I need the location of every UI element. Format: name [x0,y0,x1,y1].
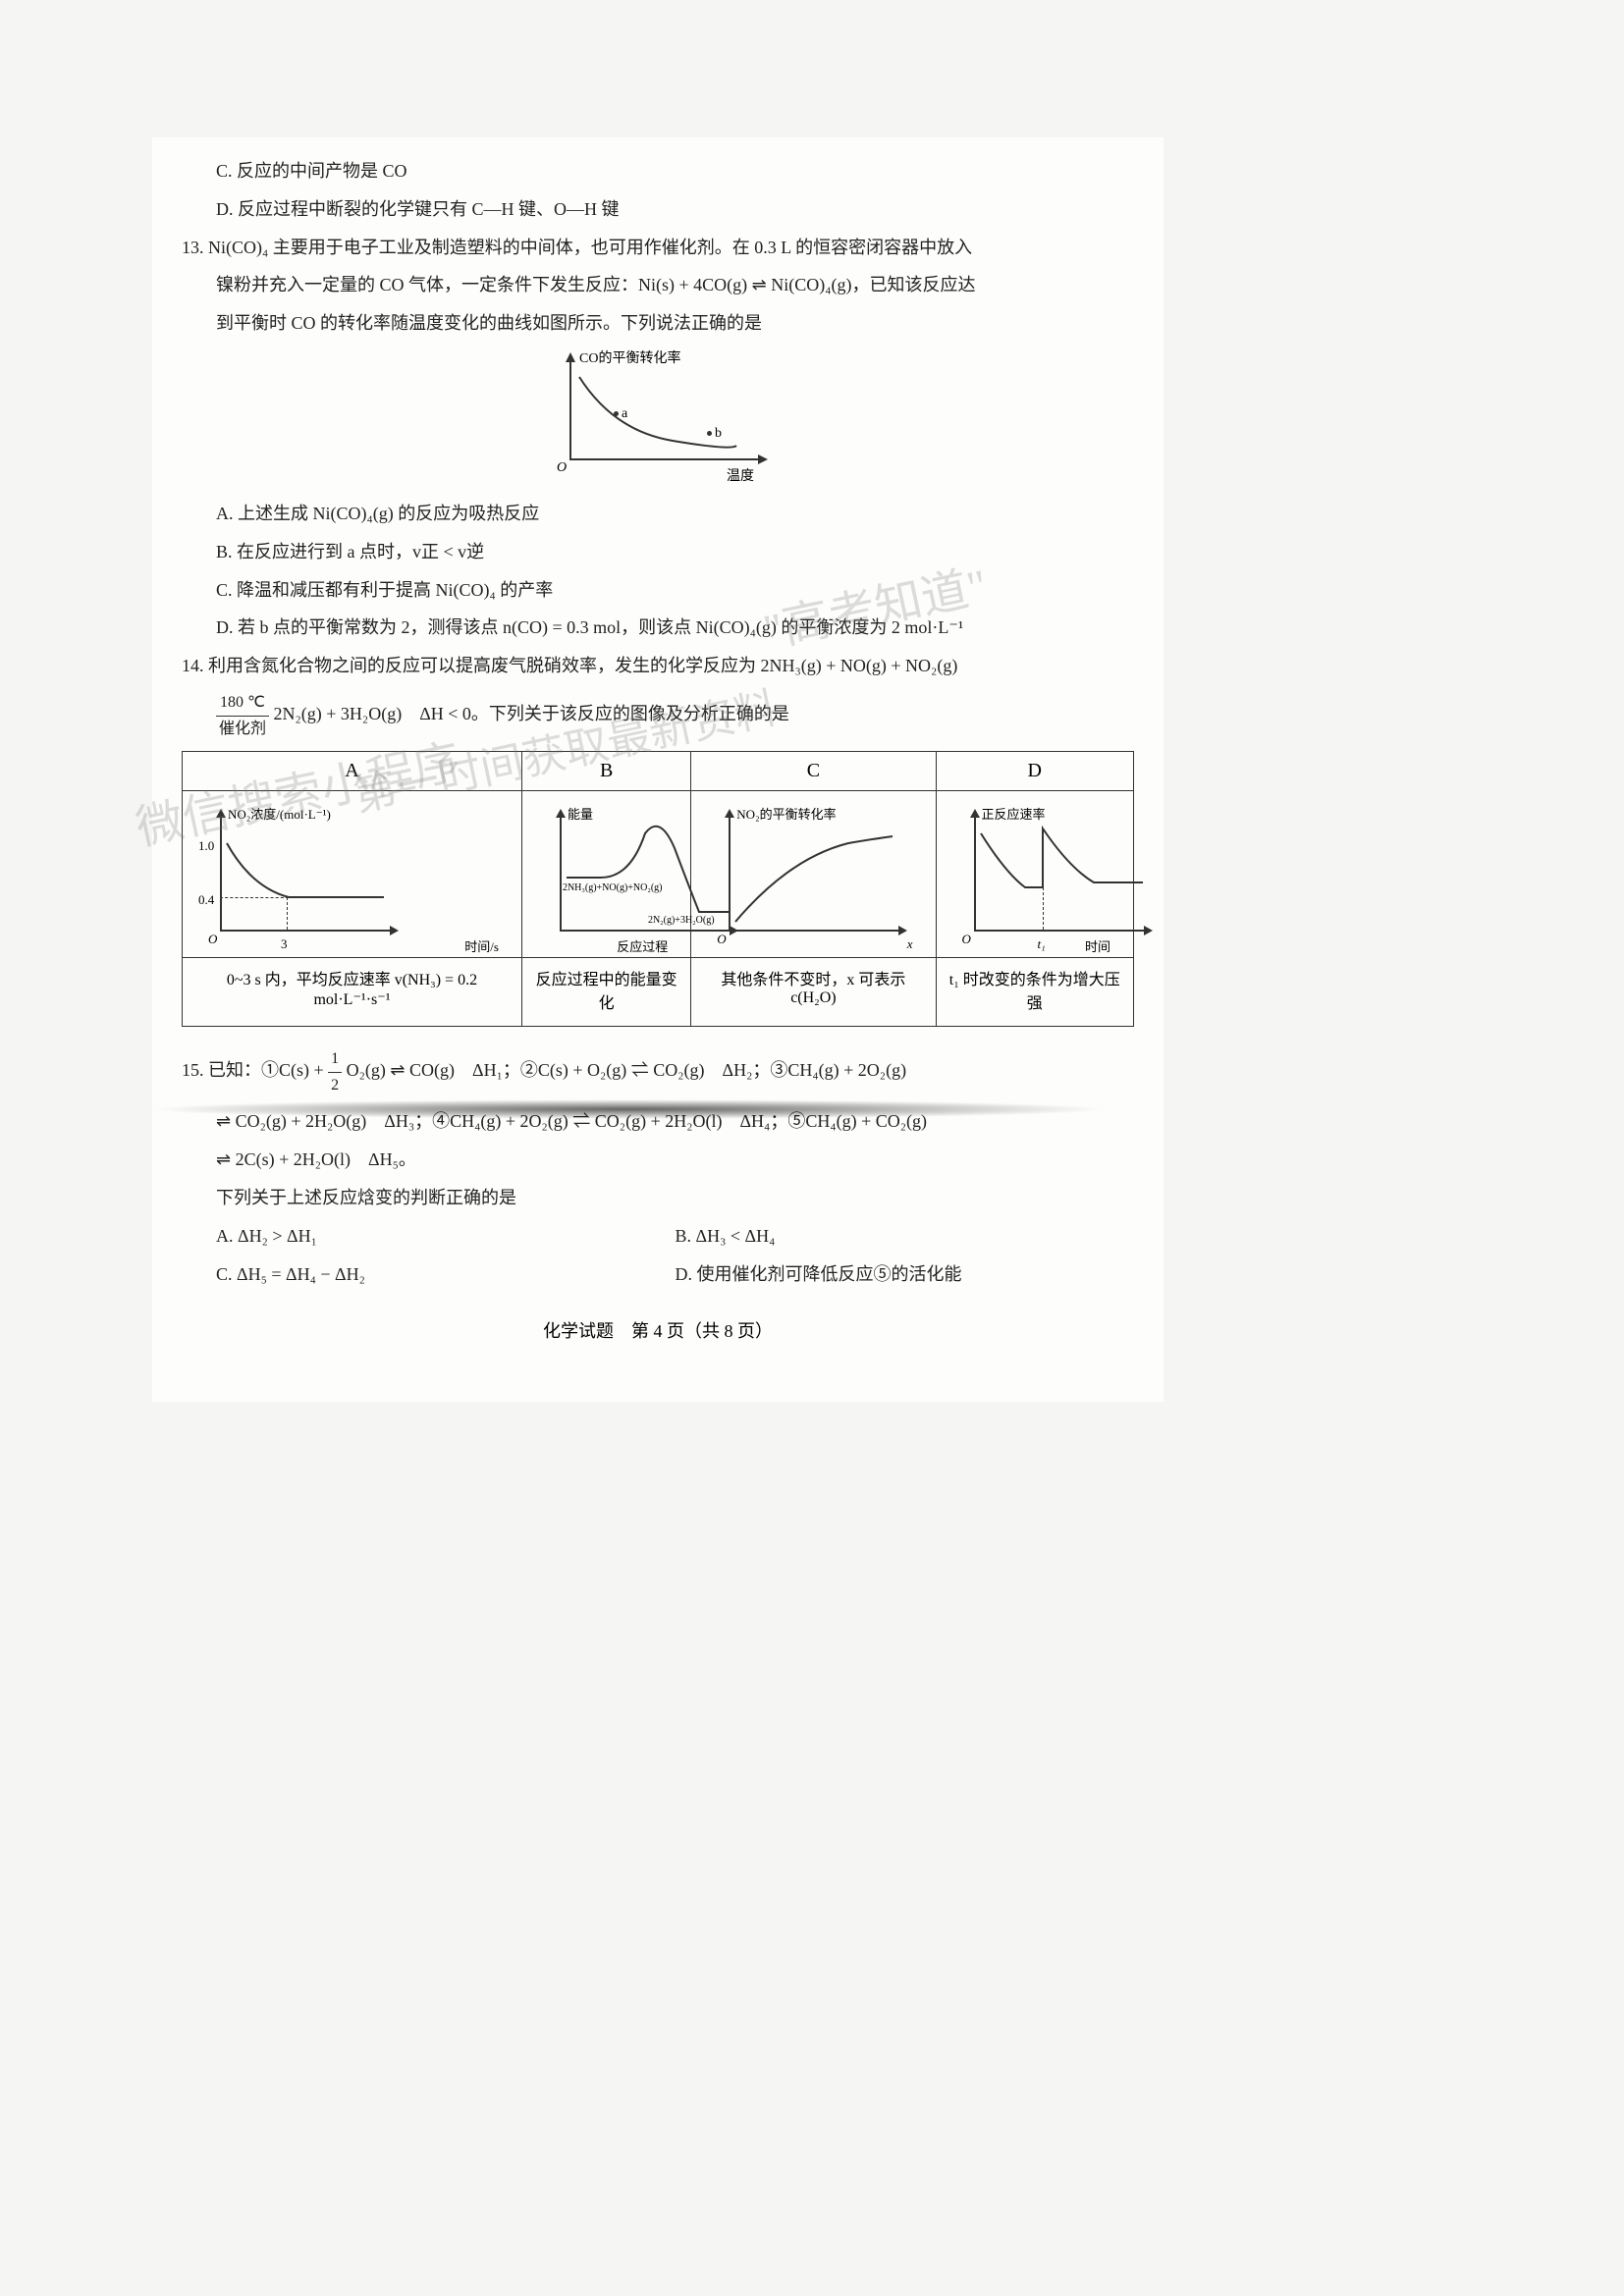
q15-options-row2: C. ΔH₅ = ΔH₄ − ΔH₂ D. 使用催化剂可降低反应⑤的活化能 [182,1260,1134,1289]
q15-question: 下列关于上述反应焓变的判断正确的是 [182,1184,1134,1212]
arrow-right-icon [758,454,768,464]
x-axis [569,458,761,460]
graph-b: 能量 反应过程 2NH₃(g)+NO(g)+NO₂(g) 2N₂(g)+3H₂O… [521,791,690,958]
arrow-up-icon [216,809,226,818]
point-a-label: a [622,406,627,421]
q15-option-a: A. ΔH₂ > ΔH₁ [216,1222,676,1251]
point-b: b [707,426,722,442]
header-c: C [691,752,936,791]
page-shadow [147,1099,1110,1119]
xtick-a: 3 [281,936,288,952]
header-d: D [936,752,1133,791]
header-b: B [521,752,690,791]
xlabel-c: x [907,936,913,952]
cond-bottom: 催化剂 [216,717,269,742]
desc-b: 反应过程中的能量变化 [521,958,690,1027]
text-b1: 2NH₃(g)+NO(g)+NO₂(g) [563,882,663,893]
graph-d: 正反应速率 时间 O t₁ [936,791,1133,958]
arrow-right-icon [898,926,907,935]
q15-stem-line1: 15. 已知：①C(s) + 1 2 O₂(g) ⇌ CO(g) ΔH₁；②C(… [182,1046,1134,1097]
point-a: a [614,406,627,422]
q13-stem-2: 镍粉并充入一定量的 CO 气体，一定条件下发生反应：Ni(s) + 4CO(g)… [182,271,1134,299]
q13-stem-1: 13. Ni(CO)₄ 主要用于电子工业及制造塑料的中间体，也可用作催化剂。在 … [182,234,1134,262]
q15-stem-line3: ⇌ 2C(s) + 2H₂O(l) ΔH₅。 [182,1146,1134,1174]
q13-option-c: C. 降温和减压都有利于提高 Ni(CO)₄ 的产率 [182,576,1134,605]
q14-stem-2-text: 2N₂(g) + 3H₂O(g) ΔH < 0。下列关于该反应的图像及分析正确的… [274,704,789,723]
q14-table: A B C D NO₂浓度/(mol·L⁻¹) 时间/s O 1.0 0.4 3 [182,751,1134,1027]
ylabel-a: NO₂浓度/(mol·L⁻¹) [228,804,331,823]
arrow-up-icon [970,809,980,818]
arrow-up-icon [566,352,575,362]
curve-c [731,828,897,927]
q15-prefix: 15. 已知：①C(s) + [182,1060,328,1080]
q15-options-row1: A. ΔH₂ > ΔH₁ B. ΔH₃ < ΔH₄ [182,1222,1134,1251]
curve-d [976,824,1148,927]
desc-a: 0~3 s 内，平均反应速率 v(NH₃) = 0.2 mol·L⁻¹·s⁻¹ [183,958,522,1027]
x-axis [974,930,1146,932]
origin-a: O [208,932,217,947]
reaction-condition: 180 ℃ 催化剂 [216,690,269,741]
ylabel-c: NO₂的平衡转化率 [736,804,836,823]
x-axis [729,930,900,932]
ylabel-d: 正反应速率 [982,804,1046,823]
y-axis [569,357,571,460]
xlabel-b: 反应过程 [617,936,668,955]
cond-top: 180 ℃ [216,690,269,717]
xtick-d: t₁ [1038,936,1046,952]
q13-option-b: B. 在反应进行到 a 点时，v正 < v逆 [182,538,1134,566]
frac-num: 1 [328,1046,342,1073]
exam-page: C. 反应的中间产物是 CO D. 反应过程中断裂的化学键只有 C—H 键、O—… [152,137,1164,1402]
xlabel-a: 时间/s [464,936,499,955]
q13-stem-3: 到平衡时 CO 的转化率随温度变化的曲线如图所示。下列说法正确的是 [182,309,1134,338]
page-footer: 化学试题 第 4 页（共 8 页） [182,1317,1134,1343]
arrow-up-icon [725,809,734,818]
q15-p1: O₂(g) ⇌ CO(g) ΔH₁；②C(s) + O₂(g) ⇌ CO₂(g)… [347,1060,906,1080]
q15-option-b: B. ΔH₃ < ΔH₄ [676,1222,1135,1251]
desc-d: t₁ 时改变的条件为增大压强 [936,958,1133,1027]
point-b-label: b [715,426,722,441]
q13-option-d: D. 若 b 点的平衡常数为 2，测得该点 n(CO) = 0.3 mol，则该… [182,614,1134,642]
origin-d: O [962,932,971,947]
q13-option-a: A. 上述生成 Ni(CO)₄(g) 的反应为吸热反应 [182,500,1134,528]
q13-graph: CO的平衡转化率 温度 O a b [182,352,1134,485]
ytick-a2: 0.4 [198,892,214,908]
frac-den: 2 [328,1073,342,1098]
ytick-a1: 1.0 [198,838,214,854]
y-axis-label: CO的平衡转化率 [579,347,680,367]
arrow-up-icon [556,809,566,818]
graph-c: NO₂的平衡转化率 x O [691,791,936,958]
desc-c: 其他条件不变时，x 可表示 c(H₂O) [691,958,936,1027]
q12-option-c: C. 反应的中间产物是 CO [182,157,1134,186]
arrow-right-icon [1144,926,1153,935]
fraction-half: 1 2 [328,1046,342,1097]
curve-a [222,838,389,927]
q15-option-c: C. ΔH₅ = ΔH₄ − ΔH₂ [216,1260,676,1289]
x-axis [220,930,392,932]
origin-label: O [557,460,567,476]
xlabel-d: 时间 [1085,936,1110,955]
q14-stem-1: 14. 利用含氮化合物之间的反应可以提高废气脱硝效率，发生的化学反应为 2NH₃… [182,652,1134,680]
q15-option-d: D. 使用催化剂可降低反应⑤的活化能 [676,1260,1135,1289]
q12-option-d: D. 反应过程中断裂的化学键只有 C—H 键、O—H 键 [182,195,1134,224]
graph-a: NO₂浓度/(mol·L⁻¹) 时间/s O 1.0 0.4 3 [183,791,522,958]
arrow-right-icon [390,926,399,935]
header-a: A [183,752,522,791]
origin-c: O [717,932,726,947]
x-axis-label: 温度 [727,465,754,485]
q14-stem-2: 180 ℃ 催化剂 2N₂(g) + 3H₂O(g) ΔH < 0。下列关于该反… [182,690,1134,741]
